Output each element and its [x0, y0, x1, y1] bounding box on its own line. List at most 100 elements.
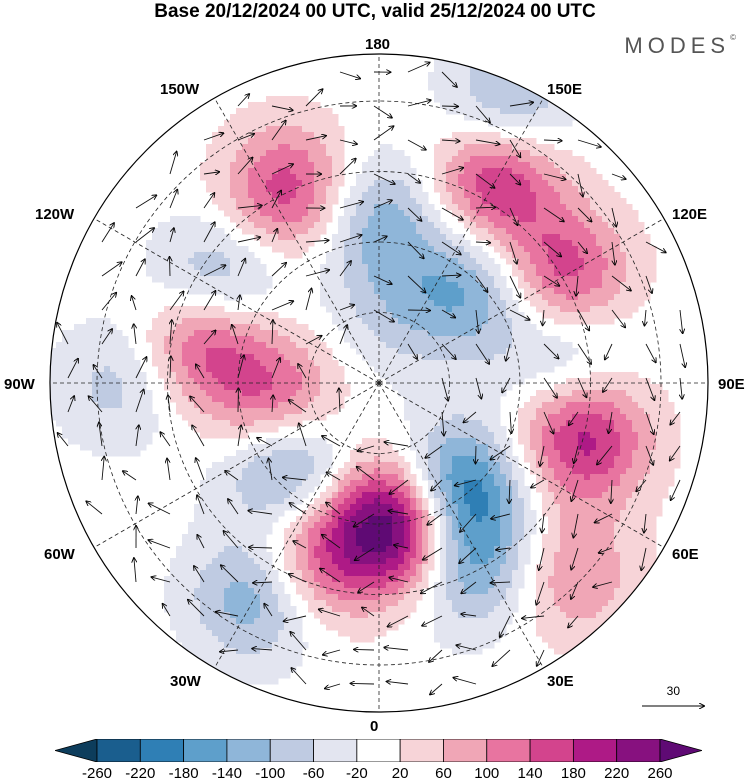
- anomaly-cell: [290, 486, 297, 493]
- anomaly-cell: [290, 198, 297, 205]
- anomaly-cell: [392, 168, 399, 175]
- anomaly-cell: [530, 330, 537, 337]
- anomaly-cell: [428, 252, 435, 259]
- anomaly-cell: [476, 90, 483, 97]
- anomaly-cell: [314, 396, 321, 403]
- anomaly-cell: [626, 252, 633, 259]
- anomaly-cell: [524, 354, 531, 361]
- anomaly-cell: [470, 78, 477, 85]
- anomaly-cell: [524, 528, 531, 535]
- anomaly-cell: [350, 324, 357, 331]
- anomaly-cell: [248, 372, 255, 379]
- anomaly-cell: [272, 168, 279, 175]
- anomaly-cell: [80, 336, 87, 343]
- anomaly-cell: [452, 264, 459, 271]
- anomaly-cell: [254, 180, 261, 187]
- anomaly-cell: [446, 156, 453, 163]
- anomaly-cell: [200, 330, 207, 337]
- anomaly-cell: [224, 294, 231, 301]
- anomaly-cell: [182, 282, 189, 289]
- anomaly-cell: [308, 234, 315, 241]
- anomaly-cell: [398, 192, 405, 199]
- anomaly-cell: [338, 498, 345, 505]
- anomaly-cell: [368, 456, 375, 463]
- anomaly-cell: [314, 372, 321, 379]
- anomaly-cell: [254, 342, 261, 349]
- anomaly-cell: [524, 162, 531, 169]
- anomaly-cell: [464, 240, 471, 247]
- anomaly-cell: [572, 192, 579, 199]
- anomaly-cell: [488, 216, 495, 223]
- anomaly-cell: [614, 516, 621, 523]
- anomaly-cell: [212, 462, 219, 469]
- anomaly-cell: [536, 144, 543, 151]
- anomaly-cell: [488, 228, 495, 235]
- anomaly-cell: [284, 342, 291, 349]
- anomaly-cell: [488, 210, 495, 217]
- anomaly-cell: [98, 396, 105, 403]
- anomaly-cell: [344, 276, 351, 283]
- anomaly-cell: [248, 162, 255, 169]
- anomaly-cell: [410, 168, 417, 175]
- anomaly-cell: [614, 462, 621, 469]
- anomaly-cell: [92, 318, 99, 325]
- anomaly-cell: [578, 474, 585, 481]
- anomaly-cell: [572, 462, 579, 469]
- anomaly-cell: [116, 438, 123, 445]
- anomaly-cell: [506, 348, 513, 355]
- anomaly-cell: [446, 198, 453, 205]
- anomaly-cell: [488, 426, 495, 433]
- anomaly-cell: [326, 168, 333, 175]
- anomaly-cell: [266, 156, 273, 163]
- anomaly-cell: [512, 144, 519, 151]
- anomaly-cell: [224, 420, 231, 427]
- anomaly-cell: [494, 288, 501, 295]
- anomaly-cell: [614, 450, 621, 457]
- anomaly-cell: [422, 450, 429, 457]
- anomaly-cell: [80, 426, 87, 433]
- anomaly-cell: [470, 300, 477, 307]
- anomaly-cell: [632, 216, 639, 223]
- anomaly-cell: [272, 126, 279, 133]
- anomaly-cell: [398, 240, 405, 247]
- anomaly-cell: [512, 198, 519, 205]
- anomaly-cell: [344, 294, 351, 301]
- anomaly-cell: [446, 450, 453, 457]
- anomaly-cell: [386, 498, 393, 505]
- anomaly-cell: [86, 342, 93, 349]
- anomaly-cell: [620, 462, 627, 469]
- anomaly-cell: [464, 474, 471, 481]
- anomaly-cell: [506, 90, 513, 97]
- anomaly-cell: [188, 420, 195, 427]
- anomaly-cell: [440, 522, 447, 529]
- anomaly-cell: [194, 240, 201, 247]
- anomaly-cell: [578, 498, 585, 505]
- anomaly-cell: [392, 348, 399, 355]
- anomaly-cell: [602, 312, 609, 319]
- anomaly-cell: [398, 246, 405, 253]
- anomaly-cell: [434, 156, 441, 163]
- anomaly-cell: [242, 342, 249, 349]
- anomaly-cell: [98, 414, 105, 421]
- anomaly-cell: [404, 270, 411, 277]
- anomaly-cell: [284, 252, 291, 259]
- anomaly-cell: [206, 354, 213, 361]
- anomaly-cell: [608, 396, 615, 403]
- anomaly-cell: [500, 450, 507, 457]
- anomaly-cell: [374, 456, 381, 463]
- anomaly-cell: [476, 150, 483, 157]
- anomaly-cell: [440, 306, 447, 313]
- anomaly-cell: [470, 324, 477, 331]
- anomaly-cell: [278, 324, 285, 331]
- anomaly-cell: [506, 306, 513, 313]
- anomaly-cell: [236, 132, 243, 139]
- anomaly-cell: [464, 372, 471, 379]
- anomaly-cell: [554, 276, 561, 283]
- anomaly-cell: [494, 108, 501, 115]
- anomaly-cell: [290, 450, 297, 457]
- anomaly-cell: [302, 222, 309, 229]
- anomaly-cell: [326, 198, 333, 205]
- anomaly-cell: [338, 288, 345, 295]
- anomaly-cell: [500, 510, 507, 517]
- anomaly-cell: [50, 372, 57, 379]
